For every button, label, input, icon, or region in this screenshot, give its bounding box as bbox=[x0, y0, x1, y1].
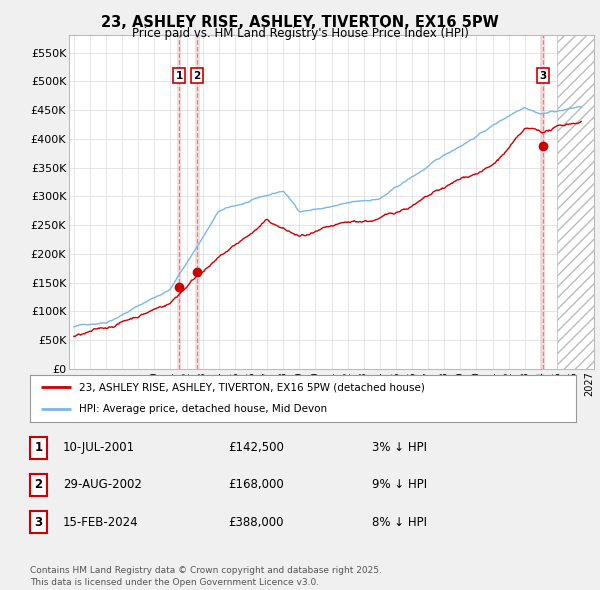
Text: 29-AUG-2002: 29-AUG-2002 bbox=[63, 478, 142, 491]
Text: 3% ↓ HPI: 3% ↓ HPI bbox=[372, 441, 427, 454]
Bar bbox=[195, 35, 200, 369]
Text: Contains HM Land Registry data © Crown copyright and database right 2025.
This d: Contains HM Land Registry data © Crown c… bbox=[30, 566, 382, 587]
Text: 1: 1 bbox=[34, 441, 43, 454]
Text: £388,000: £388,000 bbox=[228, 516, 284, 529]
Text: 2: 2 bbox=[34, 478, 43, 491]
Text: 1: 1 bbox=[175, 71, 182, 81]
Bar bbox=[176, 35, 181, 369]
Text: HPI: Average price, detached house, Mid Devon: HPI: Average price, detached house, Mid … bbox=[79, 404, 327, 414]
Bar bbox=[557, 35, 594, 369]
Text: 8% ↓ HPI: 8% ↓ HPI bbox=[372, 516, 427, 529]
Text: 9% ↓ HPI: 9% ↓ HPI bbox=[372, 478, 427, 491]
Text: 3: 3 bbox=[539, 71, 547, 81]
Text: Price paid vs. HM Land Registry's House Price Index (HPI): Price paid vs. HM Land Registry's House … bbox=[131, 27, 469, 40]
Text: £168,000: £168,000 bbox=[228, 478, 284, 491]
Bar bbox=[541, 35, 545, 369]
Text: 15-FEB-2024: 15-FEB-2024 bbox=[63, 516, 139, 529]
Text: 3: 3 bbox=[34, 516, 43, 529]
Text: 23, ASHLEY RISE, ASHLEY, TIVERTON, EX16 5PW (detached house): 23, ASHLEY RISE, ASHLEY, TIVERTON, EX16 … bbox=[79, 382, 425, 392]
Text: 2: 2 bbox=[194, 71, 201, 81]
Bar bbox=[557, 35, 594, 369]
Text: £142,500: £142,500 bbox=[228, 441, 284, 454]
Text: 23, ASHLEY RISE, ASHLEY, TIVERTON, EX16 5PW: 23, ASHLEY RISE, ASHLEY, TIVERTON, EX16 … bbox=[101, 15, 499, 30]
Text: 10-JUL-2001: 10-JUL-2001 bbox=[63, 441, 135, 454]
